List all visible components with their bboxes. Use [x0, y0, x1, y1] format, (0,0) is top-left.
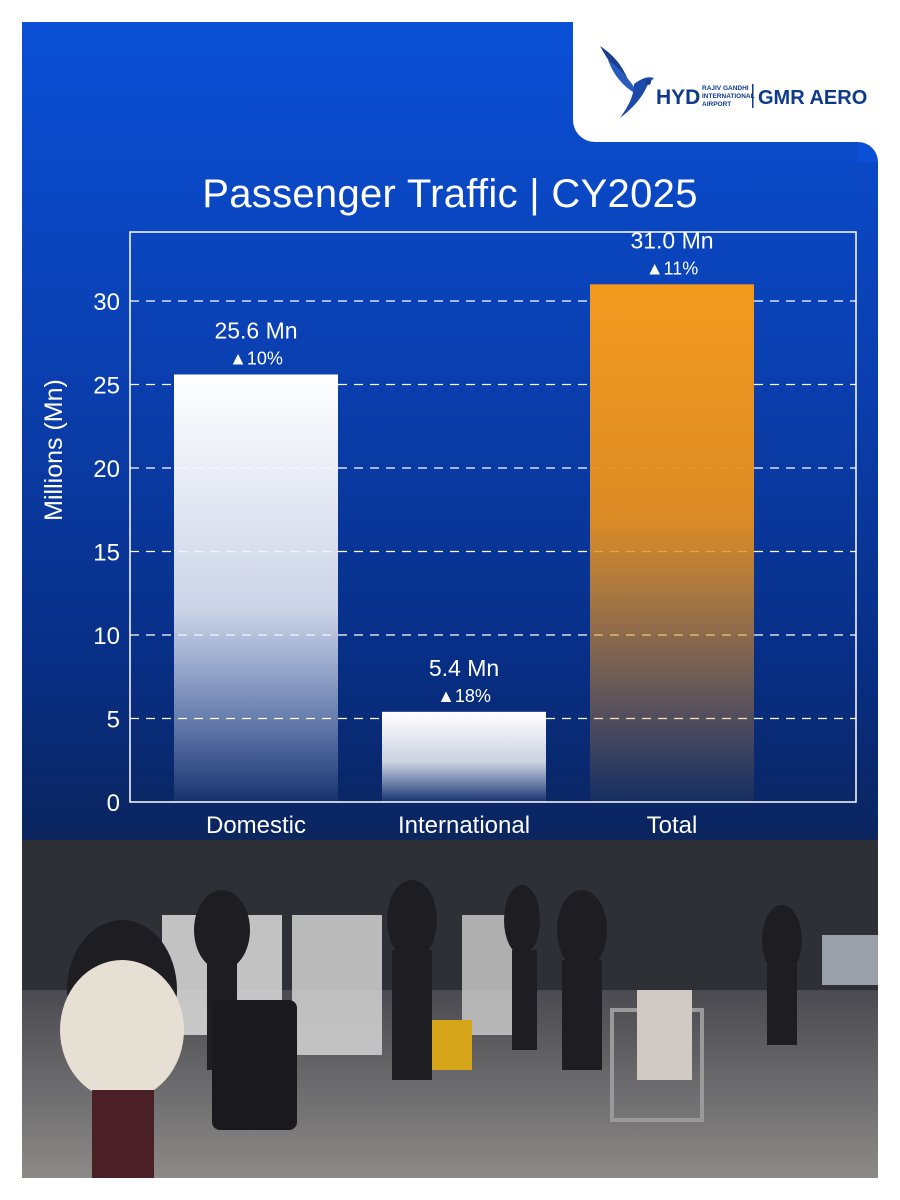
x-category-label: Domestic — [206, 812, 306, 839]
bird-logo-icon — [600, 46, 654, 118]
brand-airport-line1: RAJIV GANDHI — [702, 85, 749, 92]
bar-domestic — [174, 374, 338, 802]
y-axis-label: Millions (Mn) — [40, 379, 68, 521]
y-tick-label: 15 — [93, 540, 120, 567]
data-label-growth: ▲18% — [437, 686, 491, 706]
data-label-growth: ▲11% — [646, 258, 699, 278]
bar-total — [590, 284, 754, 802]
x-category-label: Total — [647, 812, 698, 839]
data-label-value: 31.0 Mn — [630, 227, 713, 253]
y-tick-label: 25 — [93, 373, 120, 400]
y-tick-label: 0 — [107, 790, 120, 817]
y-tick-label: 30 — [93, 289, 120, 316]
brand-hyd: HYD — [656, 86, 700, 109]
y-tick-label: 5 — [107, 707, 120, 734]
x-category-label: International — [398, 812, 530, 839]
logo-group: HYD RAJIV GANDHI INTERNATIONAL AIRPORT G… — [600, 46, 867, 118]
y-tick-label: 10 — [93, 623, 120, 650]
bar-international — [382, 711, 546, 802]
chart-title: Passenger Traffic | CY2025 — [202, 172, 698, 216]
logo-divider — [752, 84, 754, 108]
terminal-photo — [22, 840, 878, 1178]
logo-panel-corner — [858, 142, 878, 162]
data-label-value: 25.6 Mn — [214, 317, 297, 343]
data-label-growth: ▲10% — [229, 348, 283, 368]
y-tick-label: 20 — [93, 456, 120, 483]
data-label-value: 5.4 Mn — [429, 655, 499, 681]
brand-gmr: GMR AERO — [758, 87, 867, 109]
brand-airport-line2: INTERNATIONAL — [702, 93, 755, 100]
brand-airport-line3: AIRPORT — [702, 101, 731, 108]
